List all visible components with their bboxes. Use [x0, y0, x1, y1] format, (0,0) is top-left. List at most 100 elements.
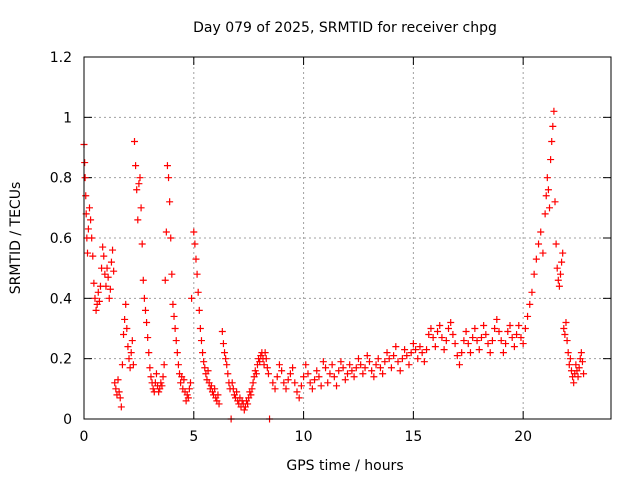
data-point [440, 346, 448, 354]
data-point [348, 367, 356, 375]
data-point [172, 337, 180, 345]
data-point [532, 255, 540, 263]
data-point [425, 331, 433, 339]
data-point [138, 240, 146, 248]
data-point [224, 370, 232, 378]
data-point [550, 107, 558, 115]
data-point [484, 340, 492, 348]
data-point [407, 349, 415, 357]
data-point [564, 349, 572, 357]
data-point [577, 349, 585, 357]
data-point [546, 204, 554, 212]
data-point [121, 315, 129, 323]
data-point [126, 364, 134, 372]
data-point [263, 364, 271, 372]
data-point [458, 349, 466, 357]
data-point [131, 137, 139, 145]
data-point [229, 385, 237, 393]
data-point [291, 379, 299, 387]
data-point [160, 361, 168, 369]
data-point [228, 379, 236, 387]
data-point [167, 234, 175, 242]
data-point [180, 376, 188, 384]
data-point [333, 382, 341, 390]
data-point [385, 355, 393, 363]
data-point [414, 355, 422, 363]
data-point [464, 340, 472, 348]
data-point [543, 174, 551, 182]
data-point [383, 349, 391, 357]
data-point [271, 385, 279, 393]
data-point [94, 288, 102, 296]
data-point [264, 370, 272, 378]
y-tick-label: 1 [63, 110, 72, 126]
data-point [102, 282, 110, 290]
data-point [90, 279, 98, 287]
data-point [521, 325, 529, 332]
data-point [396, 367, 404, 375]
data-point [361, 364, 369, 372]
data-point [249, 379, 257, 387]
data-point [517, 334, 525, 342]
data-point [145, 349, 153, 357]
y-axis-label: SRMTID / TECUs [8, 182, 24, 295]
data-point [275, 361, 283, 369]
data-point [495, 328, 503, 336]
data-point [363, 352, 371, 360]
data-point [170, 312, 178, 320]
data-point [392, 343, 400, 351]
data-point [95, 297, 103, 305]
data-point [247, 391, 255, 399]
data-point [100, 252, 108, 260]
plot-frame [83, 56, 612, 420]
data-point [344, 370, 351, 378]
data-point [149, 385, 157, 393]
data-point [84, 249, 92, 257]
data-point [105, 294, 113, 302]
data-point [524, 312, 532, 320]
data-point [190, 228, 198, 236]
data-point [184, 394, 192, 402]
data-point [423, 346, 431, 354]
data-point [405, 361, 413, 369]
data-point [526, 300, 534, 308]
data-point [109, 246, 117, 254]
data-point [445, 325, 453, 332]
data-point [169, 300, 177, 308]
data-point [418, 349, 426, 357]
data-point [409, 340, 417, 348]
data-point [103, 264, 111, 272]
data-point [519, 340, 527, 348]
data-point [539, 249, 547, 257]
data-point [341, 376, 349, 384]
data-point [558, 258, 566, 266]
data-point [552, 240, 560, 248]
data-point [510, 343, 518, 351]
data-point [278, 367, 286, 375]
data-point [196, 325, 204, 332]
data-point [376, 364, 384, 372]
data-point [112, 385, 120, 393]
data-point [370, 373, 378, 381]
data-point [460, 337, 468, 345]
data-point [462, 328, 470, 336]
data-point [183, 391, 191, 399]
data-point [337, 358, 345, 366]
data-point [284, 376, 292, 384]
data-point [262, 355, 270, 363]
data-point [306, 379, 314, 387]
data-point [455, 361, 463, 369]
y-tick-label: 0.2 [50, 352, 72, 368]
data-point [339, 364, 347, 372]
data-point [372, 361, 380, 369]
data-point [204, 367, 212, 375]
chart-title: Day 079 of 2025, SRMTID for receiver chp… [193, 20, 497, 36]
data-point [88, 234, 96, 242]
data-point [513, 331, 521, 339]
data-point [398, 355, 406, 363]
data-point [559, 249, 567, 257]
data-point [251, 367, 259, 375]
data-point [106, 285, 114, 293]
data-point [107, 258, 115, 266]
data-point [166, 198, 174, 206]
